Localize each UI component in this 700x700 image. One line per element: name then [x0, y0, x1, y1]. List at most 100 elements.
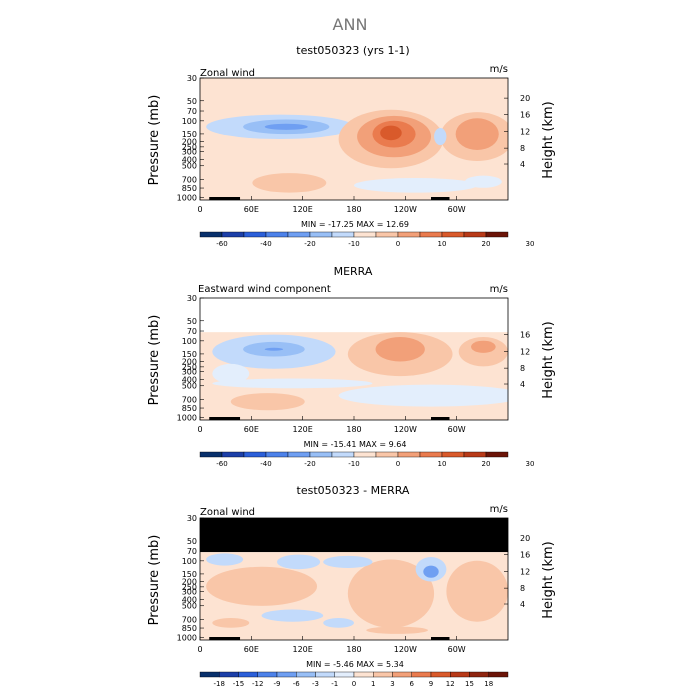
contour-blob: [212, 378, 373, 389]
colorbar-swatch: [331, 231, 355, 238]
colorbar-swatch: [243, 231, 267, 238]
topography-mark: [431, 637, 450, 640]
contour-field: [200, 518, 508, 640]
y-tick-label: 700: [182, 176, 197, 185]
contour-blob: [347, 559, 435, 628]
height-tick-label: 20: [520, 94, 530, 103]
height-tick-label: 16: [520, 551, 530, 560]
colorbar-label: -40: [260, 240, 271, 248]
colorbar-label: -20: [304, 240, 315, 248]
colorbar-swatch: [309, 231, 333, 238]
colorbar-swatch: [287, 451, 311, 458]
y-tick-label: 30: [187, 74, 197, 83]
colorbar-label: 1: [371, 680, 375, 688]
colorbar-swatch: [463, 451, 487, 458]
x-tick-label: 0: [197, 205, 202, 214]
x-tick-label: 120E: [293, 205, 313, 214]
y-tick-label: 150: [182, 350, 197, 359]
colorbar-swatch: [450, 671, 470, 678]
height-tick-label: 12: [520, 128, 530, 137]
colorbar-label: -60: [216, 460, 227, 468]
figure-title: ANN: [333, 15, 368, 34]
colorbar-swatch: [238, 671, 258, 678]
colorbar-swatch: [199, 231, 223, 238]
colorbar-label: -3: [312, 680, 319, 688]
y-tick-label: 500: [182, 602, 197, 611]
height-tick-label: 16: [520, 111, 530, 120]
colorbar-label: -40: [260, 460, 271, 468]
contour-blob: [471, 340, 496, 353]
masked-region: [200, 518, 508, 553]
x-tick-label: 180: [346, 425, 361, 434]
y-tick-label: 500: [182, 162, 197, 171]
y2-axis-label: Height (km): [541, 321, 556, 398]
contour-field: [200, 298, 508, 420]
topography-mark: [209, 197, 241, 200]
y-axis-label: Pressure (mb): [147, 535, 162, 626]
colorbar-swatch: [373, 671, 393, 678]
contour-blob: [380, 125, 402, 141]
colorbar-swatch: [469, 671, 489, 678]
panel-title: MERRA: [334, 265, 373, 278]
stats-label: MIN = -15.41 MAX = 9.64: [304, 440, 407, 449]
colorbar-swatch: [331, 451, 355, 458]
contour-blob: [264, 123, 308, 130]
colorbar-label: 15: [465, 680, 474, 688]
colorbar-label: 10: [438, 240, 447, 248]
contour-blob: [206, 566, 318, 606]
colorbar-label: 6: [410, 680, 415, 688]
contour-blob: [323, 555, 373, 569]
y-tick-label: 50: [187, 537, 197, 546]
colorbar-swatch: [411, 671, 432, 678]
y-tick-label: 500: [182, 382, 197, 391]
y-tick-label: 150: [182, 130, 197, 139]
colorbar-swatch: [353, 231, 377, 238]
colorbar-label: 30: [526, 240, 535, 248]
colorbar-label: 18: [484, 680, 493, 688]
x-tick-label: 180: [346, 645, 361, 654]
contour-blob: [423, 565, 439, 578]
colorbar-label: 9: [429, 680, 433, 688]
contour-field: [200, 78, 508, 200]
y-tick-label: 200: [182, 577, 197, 586]
panel-title: test050323 - MERRA: [297, 484, 410, 497]
colorbar-swatch: [485, 231, 509, 238]
height-tick-label: 12: [520, 348, 530, 357]
colorbar-label: -1: [331, 680, 338, 688]
colorbar-label: -18: [214, 680, 225, 688]
contour-blob: [261, 609, 324, 622]
colorbar-swatch: [276, 671, 297, 678]
y-tick-label: 70: [187, 547, 197, 556]
colorbar-swatch: [257, 671, 278, 678]
x-tick-label: 0: [197, 645, 202, 654]
x-tick-label: 60E: [244, 645, 259, 654]
height-tick-label: 4: [520, 160, 525, 169]
x-tick-label: 60E: [244, 425, 259, 434]
x-tick-label: 180: [346, 205, 361, 214]
y2-axis-label: Height (km): [541, 541, 556, 618]
colorbar-label: 0: [396, 460, 400, 468]
variable-label: Eastward wind component: [198, 284, 331, 295]
y-tick-label: 70: [187, 327, 197, 336]
colorbar-label: 30: [526, 460, 535, 468]
height-tick-label: 8: [520, 144, 525, 153]
colorbar-swatch: [309, 451, 333, 458]
colorbar-swatch: [485, 451, 509, 458]
height-tick-label: 4: [520, 600, 525, 609]
x-tick-label: 60E: [244, 205, 259, 214]
colorbar-label: -9: [274, 680, 281, 688]
y-axis-label: Pressure (mb): [147, 315, 162, 406]
y-tick-label: 300: [182, 587, 197, 596]
colorbar-swatch: [353, 451, 377, 458]
contour-blob: [434, 128, 447, 146]
colorbar-swatch: [375, 451, 399, 458]
colorbar-label: 20: [482, 240, 491, 248]
y-tick-label: 1000: [177, 194, 197, 203]
colorbar-swatch: [265, 231, 289, 238]
variable-label: Zonal wind: [200, 68, 255, 79]
units-label: m/s: [490, 64, 508, 75]
colorbar-swatch: [221, 451, 245, 458]
stats-label: MIN = -17.25 MAX = 12.69: [301, 220, 409, 229]
height-tick-label: 4: [520, 380, 525, 389]
